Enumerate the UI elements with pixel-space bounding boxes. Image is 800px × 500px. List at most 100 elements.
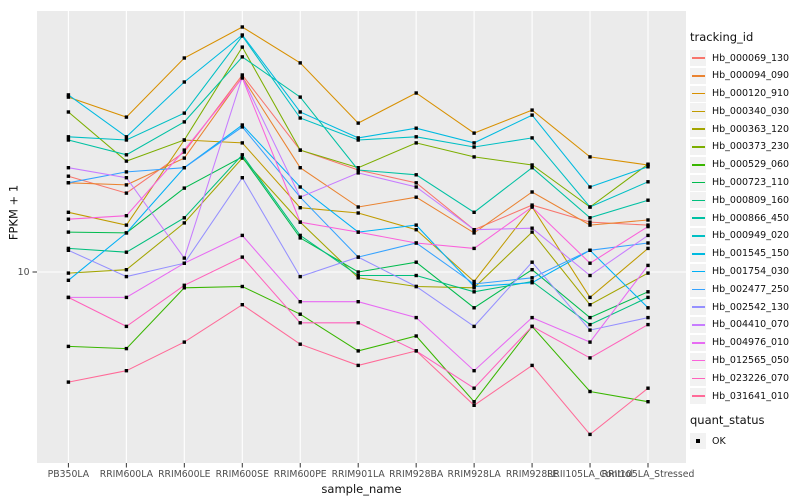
data-point-marker <box>530 276 534 280</box>
data-point-marker <box>124 170 129 174</box>
legend-key <box>690 281 706 298</box>
data-point-marker <box>298 233 302 238</box>
data-point-marker <box>182 156 186 160</box>
data-point-marker <box>472 324 476 329</box>
data-point-marker <box>66 344 71 349</box>
data-point-marker <box>414 349 418 353</box>
legend-key-line <box>691 306 705 308</box>
legend-key-line <box>691 110 705 113</box>
data-point-marker <box>124 274 129 279</box>
data-point-marker <box>414 141 418 145</box>
legend-key-line <box>691 57 705 59</box>
legend-key <box>690 103 706 120</box>
data-point-marker <box>414 135 418 139</box>
legend-entry-label: Hb_000069_130 <box>712 52 790 64</box>
data-point-marker <box>66 217 71 221</box>
data-point-marker <box>646 322 650 327</box>
data-point-marker <box>588 155 592 159</box>
data-point-marker <box>124 183 129 187</box>
legend-entry: Hb_000949_020 <box>690 227 800 244</box>
legend-entry-label: Hb_004410_070 <box>712 319 790 331</box>
data-point-marker <box>240 141 244 145</box>
data-point-marker <box>182 261 186 265</box>
legend-entry-label: Hb_000949_020 <box>712 230 790 242</box>
legend-entry: Hb_023226_070 <box>690 370 800 387</box>
data-point-marker <box>356 166 360 170</box>
data-point-marker <box>298 185 302 189</box>
legend-key <box>690 156 706 173</box>
data-point-marker <box>414 228 418 232</box>
legend-key <box>690 67 706 84</box>
data-point-marker <box>646 263 650 268</box>
legend-key <box>690 50 706 66</box>
legend-entry: Hb_000723_110 <box>690 174 800 191</box>
legend-key <box>690 245 706 262</box>
data-point-marker <box>124 223 129 227</box>
data-point-marker <box>646 180 650 184</box>
data-point-marker <box>472 369 476 373</box>
x-tick-label: RRII105LA_Control <box>547 469 633 480</box>
series-Hb_000723_110 <box>66 155 650 320</box>
data-point-marker <box>588 356 592 360</box>
legend-key-line <box>691 163 705 166</box>
data-point-marker <box>298 312 302 316</box>
data-point-marker <box>356 300 360 304</box>
data-point-marker <box>240 303 244 307</box>
data-point-marker <box>240 55 244 59</box>
data-point-marker <box>124 231 129 235</box>
x-tick-label: RRIM600LA <box>100 469 154 480</box>
data-point-marker <box>298 206 302 210</box>
legend-entry-label: Hb_000866_450 <box>712 212 790 224</box>
data-point-marker <box>66 248 71 252</box>
legend-entry-label: Hb_000094_090 <box>712 70 790 82</box>
legend-key-line <box>691 324 705 326</box>
data-point-marker <box>414 315 418 320</box>
data-point-marker <box>182 221 186 225</box>
legend-key <box>690 227 706 244</box>
legend-key-line <box>691 92 705 95</box>
x-tick-label: RRIM600LE <box>158 469 211 480</box>
legend-entry: Hb_000340_030 <box>690 103 800 120</box>
shape-legend-title: quant_status <box>690 413 765 428</box>
data-point-marker <box>588 216 592 220</box>
legend-entry: Hb_002542_130 <box>690 299 800 316</box>
legend-key <box>690 85 706 102</box>
data-point-marker <box>472 282 476 286</box>
legend-entry: Hb_004976_010 <box>690 334 800 351</box>
data-point-marker <box>66 135 71 139</box>
legend-entry: Hb_000120_910 <box>690 85 800 102</box>
data-point-marker <box>530 324 534 329</box>
data-point-marker <box>66 210 71 214</box>
legend-key <box>690 433 706 450</box>
data-point-marker <box>182 216 186 220</box>
x-tick-label: RRIM600PE <box>274 469 327 480</box>
data-point-marker <box>66 93 71 97</box>
data-point-marker <box>414 181 418 185</box>
data-point-marker <box>298 274 302 279</box>
data-point-marker <box>472 141 476 145</box>
data-point-marker <box>124 324 129 329</box>
data-point-marker <box>356 349 360 353</box>
data-point-marker <box>588 315 592 320</box>
legend-entry-label: Hb_000340_030 <box>712 105 790 117</box>
legend-key <box>690 299 706 316</box>
data-point-marker <box>124 115 129 119</box>
data-point-marker <box>588 322 592 327</box>
legend-key <box>690 316 706 333</box>
data-point-marker <box>588 340 592 344</box>
data-point-marker <box>66 230 71 234</box>
data-point-marker <box>530 203 534 207</box>
x-tick-label: RRII105LA_Stressed <box>602 469 695 480</box>
data-point-marker <box>356 168 360 172</box>
data-point-marker <box>356 273 360 278</box>
legend-key-line <box>691 181 705 184</box>
data-point-marker <box>240 76 244 80</box>
data-point-marker <box>182 56 186 60</box>
data-point-marker <box>530 281 534 285</box>
legend-key <box>690 174 706 191</box>
data-point-marker <box>356 276 360 280</box>
data-point-marker <box>530 166 534 170</box>
data-point-marker <box>472 145 476 149</box>
series-Hb_000120_910 <box>66 25 650 167</box>
data-point-marker <box>414 223 418 227</box>
